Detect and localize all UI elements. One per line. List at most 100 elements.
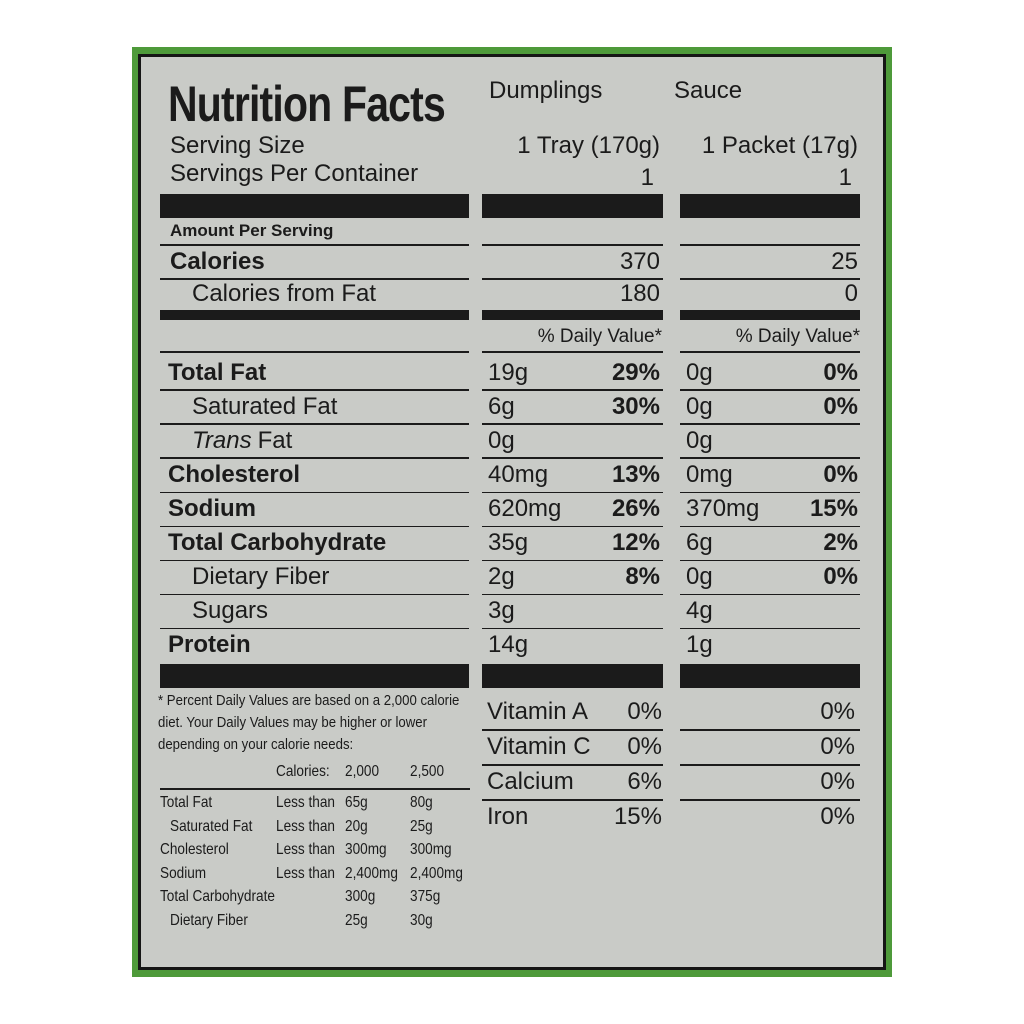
nutrient-label: Saturated Fat xyxy=(192,392,338,420)
vitamin-value: 0% xyxy=(820,767,855,795)
footnote-label: Total Fat xyxy=(160,794,213,812)
medium-bar xyxy=(680,310,860,320)
vitamin-label: Iron xyxy=(487,802,529,830)
rule xyxy=(680,278,860,280)
rule xyxy=(482,593,663,596)
footnote-label: Saturated Fat xyxy=(170,817,253,835)
footnote-value: 65g xyxy=(345,794,368,812)
footnote-value: 80g xyxy=(410,794,433,812)
rule xyxy=(680,627,860,630)
rule xyxy=(160,525,469,528)
nutrient-label: Sodium xyxy=(168,495,256,522)
rule xyxy=(680,729,860,731)
nutrient-amount: 3g xyxy=(488,597,515,625)
calories-from-fat-label: Calories from Fat xyxy=(192,279,377,307)
footnote-value: 300mg xyxy=(345,841,387,859)
vitamin-value: 0% xyxy=(627,697,662,725)
nutrient-amount: 1g xyxy=(686,631,713,659)
nutrient-label: Dietary Fiber xyxy=(192,563,330,591)
rule xyxy=(482,627,663,630)
vitamin-value: 0% xyxy=(820,697,855,725)
vitamin-value: 15% xyxy=(613,802,662,830)
nutrient-amount: 14g xyxy=(488,631,529,659)
nutrient-label: Total Carbohydrate xyxy=(168,529,387,557)
thick-bar xyxy=(160,664,469,688)
footnote-value: 2,400mg xyxy=(410,864,463,882)
footnote-label: Total Carbohydrate xyxy=(160,888,275,906)
rule xyxy=(482,729,663,731)
rule xyxy=(482,423,663,425)
nutrient-amount: 19g xyxy=(488,358,529,386)
footnote-value: 25g xyxy=(410,817,433,835)
footnote-header: Calories: xyxy=(276,763,330,781)
rule xyxy=(482,799,663,801)
rule xyxy=(680,457,860,459)
rule xyxy=(160,244,469,246)
nutrient-daily-value: 0% xyxy=(823,563,858,591)
daily-value-header: % Daily Value* xyxy=(537,325,662,347)
vitamin-value: 0% xyxy=(820,732,855,760)
thick-bar xyxy=(680,664,860,688)
servings: 1 xyxy=(838,163,852,191)
thick-bar xyxy=(482,194,663,218)
footnote-value: 20g xyxy=(345,817,368,835)
footnote-value: 30g xyxy=(410,911,433,929)
rule xyxy=(482,278,663,280)
rule xyxy=(482,457,663,459)
vitamin-label: Vitamin C xyxy=(487,732,591,760)
daily-value-header: % Daily Value* xyxy=(735,325,860,347)
rule xyxy=(680,389,860,391)
calories-from-fat-value: 0 xyxy=(844,279,858,307)
calories-value: 370 xyxy=(619,247,660,275)
footnote-value: 300g xyxy=(345,888,376,906)
nutrient-amount: 35g xyxy=(488,529,529,557)
rule xyxy=(160,559,469,562)
nutrient-daily-value: 30% xyxy=(611,392,660,420)
nutrient-daily-value: 0% xyxy=(823,460,858,488)
calories-from-fat-value: 180 xyxy=(619,279,660,307)
rule xyxy=(482,525,663,528)
nutrient-label: Trans xyxy=(192,426,252,454)
footnote-qualifier: Less than xyxy=(276,864,335,882)
rule xyxy=(160,491,469,494)
rule xyxy=(680,244,860,246)
amount-per-serving: Amount Per Serving xyxy=(170,220,334,240)
nutrient-label: Protein xyxy=(168,631,251,659)
nutrient-amount: 40mg xyxy=(488,460,549,488)
column-header: Sauce xyxy=(674,76,743,104)
footnote-value: 300mg xyxy=(410,841,452,859)
calories-value: 25 xyxy=(831,247,858,275)
footnote-qualifier: Less than xyxy=(276,841,335,859)
vitamin-value: 0% xyxy=(627,732,662,760)
nutrient-label: Sugars xyxy=(192,597,269,625)
thick-bar xyxy=(160,194,469,218)
nutrient-amount: 0g xyxy=(488,426,515,454)
nutrient-amount: 0g xyxy=(686,392,713,420)
footnote-qualifier: Less than xyxy=(276,794,335,812)
calories-label: Calories xyxy=(170,247,265,275)
footnote-value: 25g xyxy=(345,911,368,929)
nutrient-amount: 0g xyxy=(686,426,713,454)
nutrient-daily-value: 26% xyxy=(611,495,660,522)
rule xyxy=(482,559,663,562)
rule xyxy=(680,423,860,425)
serving-size: 1 Tray (170g) xyxy=(517,131,660,159)
footnote-value: 2,400mg xyxy=(345,864,398,882)
rule xyxy=(680,525,860,528)
rule xyxy=(160,389,469,391)
rule xyxy=(482,351,663,353)
nutrient-daily-value: 15% xyxy=(809,495,858,522)
nutrient-amount: 6g xyxy=(686,529,713,557)
rule xyxy=(160,593,469,596)
rule xyxy=(680,593,860,596)
vitamin-value: 0% xyxy=(820,802,855,830)
nutrient-label: Cholesterol xyxy=(168,460,301,488)
rule xyxy=(482,491,663,494)
nutrient-label: Total Fat xyxy=(168,358,267,386)
nutrient-amount: 6g xyxy=(488,392,515,420)
rule xyxy=(160,627,469,630)
servings-label: Servings Per Container xyxy=(170,159,419,187)
rule xyxy=(160,423,469,425)
serving-size-label: Serving Size xyxy=(170,131,305,159)
